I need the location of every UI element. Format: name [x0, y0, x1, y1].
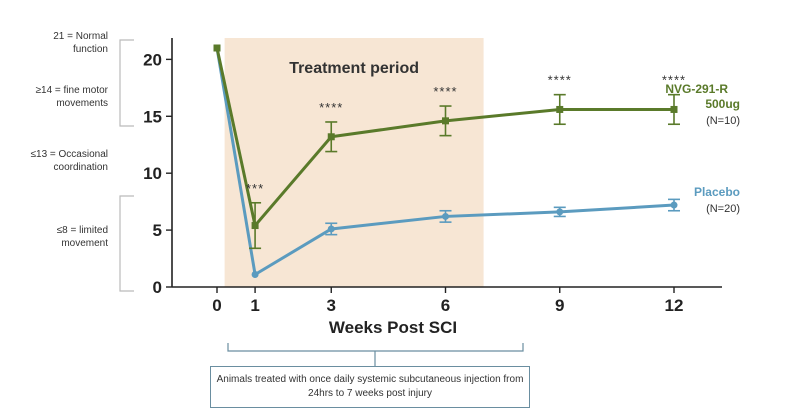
x-tick-label: 0 [212, 296, 221, 315]
data-point [251, 270, 259, 278]
x-axis-label: Weeks Post SCI [329, 318, 457, 337]
y-tick-label: 15 [143, 107, 162, 126]
side-bracket [119, 195, 134, 292]
side-note-fine-motor: ≥14 = fine motor movements [35, 85, 108, 109]
x-tick-label: 1 [250, 296, 259, 315]
data-point [442, 117, 449, 125]
legend-placebo-name: Placebo [694, 185, 740, 199]
y-tick-label: 20 [143, 50, 162, 69]
series-layer: *************** **** [213, 44, 686, 278]
side-note-normal: 21 = Normal function [53, 31, 108, 55]
significance-label: **** [548, 73, 572, 88]
data-point [213, 44, 221, 52]
legend-nvg-dose: 500ug [705, 97, 740, 111]
data-point [327, 225, 335, 233]
treatment-footnote: Animals treated with once daily systemic… [210, 366, 530, 408]
treatment-period-shading [224, 38, 484, 287]
series-line [215, 47, 675, 276]
data-point [670, 105, 678, 113]
data-point [670, 201, 678, 209]
data-point [251, 222, 259, 230]
x-tick-label: 12 [665, 296, 684, 315]
legend-nvg-n: (N=10) [706, 115, 740, 127]
x-tick-label: 3 [327, 296, 336, 315]
x-tick-label: 6 [441, 296, 450, 315]
x-tick-label: 9 [555, 296, 564, 315]
series-line [215, 47, 674, 228]
data-point [442, 212, 449, 220]
side-note-occasional: ≤13 = Occasional coordination [30, 149, 108, 173]
significance-label: **** [433, 84, 457, 99]
data-point [327, 133, 335, 141]
y-tick-label: 0 [153, 278, 162, 297]
significance-label: **** [319, 100, 343, 115]
data-point [556, 208, 564, 216]
legend-placebo-n: (N=20) [706, 203, 740, 215]
treatment-period-label: Treatment period [289, 60, 419, 77]
axes: 0 5 10 15 20 0 1 3 6 9 12 [143, 38, 722, 315]
y-tick-label: 5 [153, 221, 162, 240]
significance-label: *** [246, 181, 264, 196]
y-tick-label: 10 [143, 164, 162, 183]
data-point [556, 105, 564, 113]
bottom-bracket [227, 343, 524, 366]
side-bracket [119, 39, 134, 127]
side-note-limited: ≤8 = limited movement [56, 225, 108, 249]
significance-label: **** [662, 73, 686, 88]
legend-nvg-name: NVG-291-R [665, 82, 728, 96]
side-brackets [119, 39, 134, 292]
